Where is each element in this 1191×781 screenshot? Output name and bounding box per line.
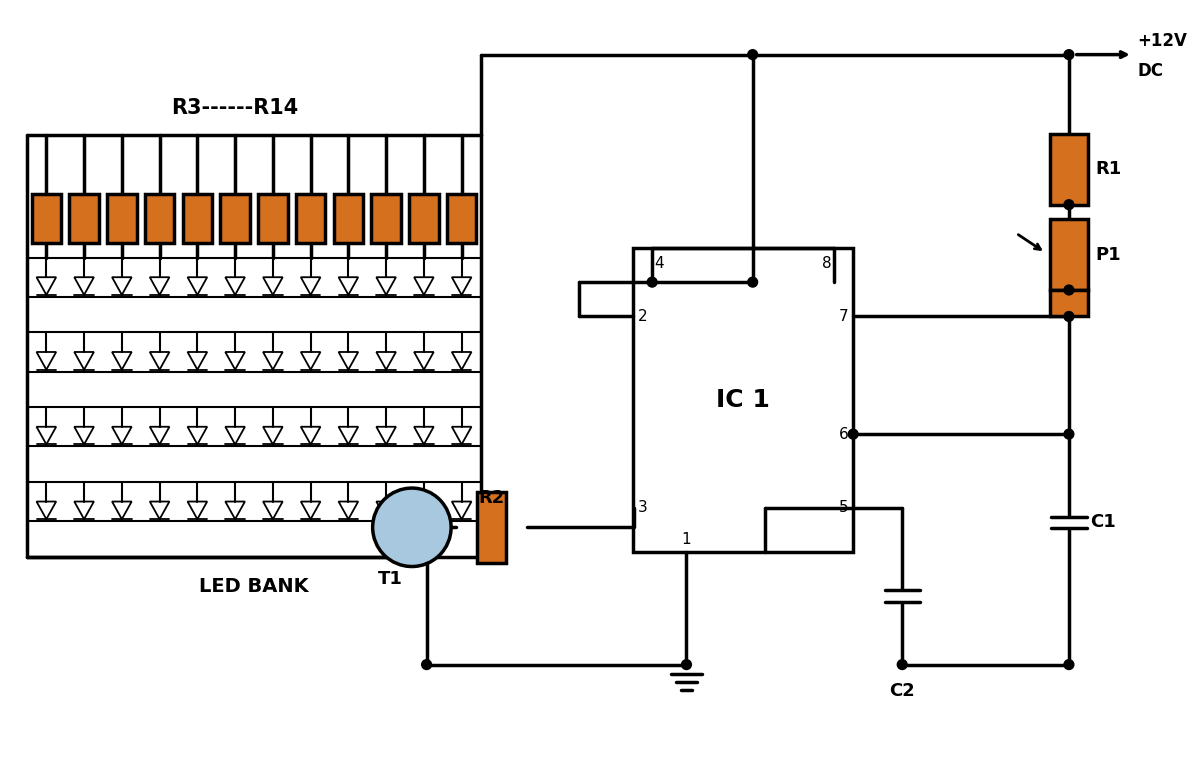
Circle shape — [748, 50, 757, 59]
Bar — [145, 194, 174, 243]
Text: 1: 1 — [681, 532, 691, 547]
Bar — [32, 194, 61, 243]
Text: P1: P1 — [1096, 246, 1121, 264]
Circle shape — [1064, 312, 1074, 321]
Circle shape — [1064, 430, 1074, 439]
Circle shape — [647, 277, 657, 287]
Text: +12V: +12V — [1137, 32, 1187, 50]
Circle shape — [1064, 660, 1074, 669]
Bar — [410, 194, 438, 243]
Text: T1: T1 — [378, 570, 403, 588]
Circle shape — [422, 660, 431, 669]
Text: C1: C1 — [1091, 513, 1116, 531]
Text: R2: R2 — [479, 489, 505, 507]
Text: R1: R1 — [1096, 160, 1122, 178]
Bar — [1050, 134, 1087, 205]
Circle shape — [1064, 285, 1074, 295]
Bar — [447, 194, 476, 243]
Bar — [476, 492, 506, 562]
Bar — [182, 194, 212, 243]
Circle shape — [1064, 50, 1074, 59]
Bar — [1050, 290, 1087, 316]
Bar — [333, 194, 363, 243]
Text: C2: C2 — [890, 683, 915, 701]
Text: 3: 3 — [637, 500, 647, 515]
Bar — [220, 194, 250, 243]
Text: DC: DC — [1137, 62, 1164, 80]
Circle shape — [848, 430, 858, 439]
Bar — [69, 194, 99, 243]
Text: IC 1: IC 1 — [716, 388, 769, 412]
Text: 2: 2 — [637, 309, 647, 324]
Text: 5: 5 — [838, 500, 848, 515]
Circle shape — [1064, 200, 1074, 209]
Text: 8: 8 — [822, 255, 831, 271]
Circle shape — [681, 660, 691, 669]
Text: 6: 6 — [838, 426, 848, 441]
Bar — [107, 194, 137, 243]
Bar — [632, 248, 853, 552]
Circle shape — [373, 488, 451, 566]
Circle shape — [897, 660, 908, 669]
Bar — [258, 194, 287, 243]
Text: 7: 7 — [838, 309, 848, 324]
Bar — [372, 194, 401, 243]
Text: LED BANK: LED BANK — [199, 576, 308, 596]
Bar — [295, 194, 325, 243]
Bar — [1050, 219, 1087, 290]
Text: R3------R14: R3------R14 — [170, 98, 298, 118]
Circle shape — [748, 277, 757, 287]
Text: 4: 4 — [654, 255, 663, 271]
